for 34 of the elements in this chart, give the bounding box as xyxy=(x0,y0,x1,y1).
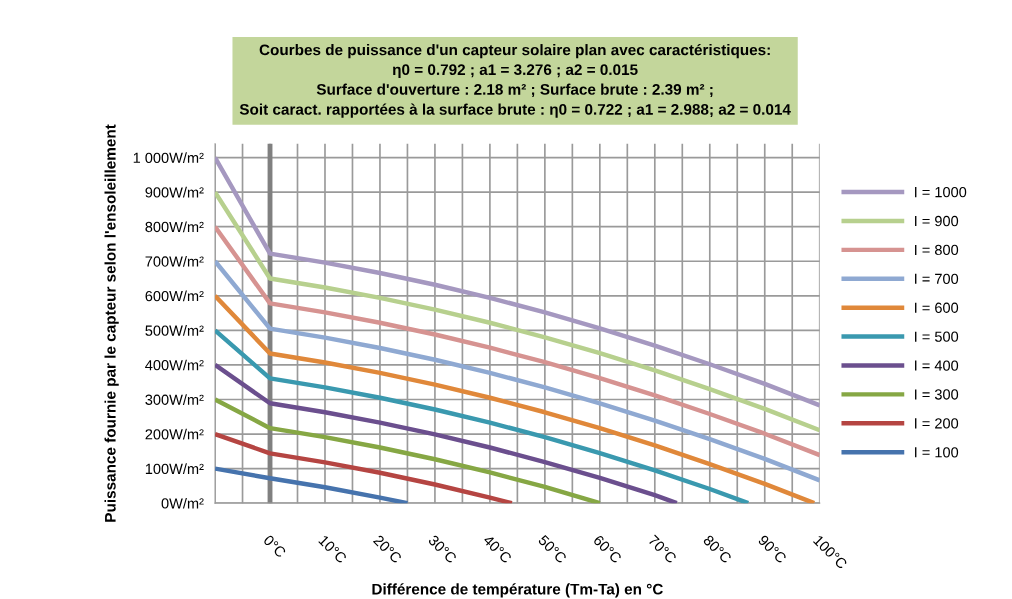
chart-title: Courbes de puissance d'un capteur solaire plan avec caractéristiques: η0 = 0.792 ; a1 = 3.276 ; a2 = 0.015 Surface d'ouverture : 2.18 m² ; Surface brute : 2.39 m² ; Soit caract. rapportées à la surface brute : η0 = 0.722 ; a1 = 2.988; a2 = 0.014 xyxy=(239,43,791,118)
line-series xyxy=(215,431,515,504)
x-axis-title: Différence de température (Tm-Ta) en °C xyxy=(372,583,663,598)
legend-label: I = 300 xyxy=(915,389,959,400)
line-series xyxy=(215,328,751,504)
y-tick-label: 0W/m² xyxy=(161,497,204,509)
legend-label: I = 800 xyxy=(915,244,959,256)
line-series xyxy=(215,397,603,504)
y-tick-label: 100W/m² xyxy=(145,463,204,475)
y-tick-label: 200W/m² xyxy=(145,428,204,440)
legend-label: I = 900 xyxy=(915,215,959,227)
legend-label: I = 200 xyxy=(915,418,959,429)
line-series xyxy=(215,224,820,458)
line-series xyxy=(215,155,820,408)
line-series xyxy=(215,466,410,504)
legend-label: I = 700 xyxy=(915,273,959,285)
y-axis-title: Puissance fournie par le capteur selon l'ensoleillement xyxy=(104,124,119,522)
y-tick-label: 900W/m² xyxy=(145,186,204,198)
y-tick-label: 800W/m² xyxy=(145,221,204,233)
legend-label: I = 400 xyxy=(915,360,959,371)
legend-label: I = 500 xyxy=(915,331,959,342)
y-tick-label: 300W/m² xyxy=(145,394,204,405)
legend-label: I = 600 xyxy=(915,302,959,313)
line-series xyxy=(215,259,820,483)
y-tick-label: 400W/m² xyxy=(145,359,204,371)
x-tick-label: 0°C xyxy=(262,534,287,559)
y-tick-label: 600W/m² xyxy=(145,290,204,302)
line-series xyxy=(215,189,820,433)
y-tick-label: 700W/m² xyxy=(145,255,204,267)
line-series xyxy=(215,362,680,504)
y-tick-label: 1 000W/m² xyxy=(133,152,204,164)
legend-label: I = 1000 xyxy=(915,186,967,198)
y-tick-label: 500W/m² xyxy=(145,325,204,336)
legend-label: I = 100 xyxy=(915,447,959,458)
